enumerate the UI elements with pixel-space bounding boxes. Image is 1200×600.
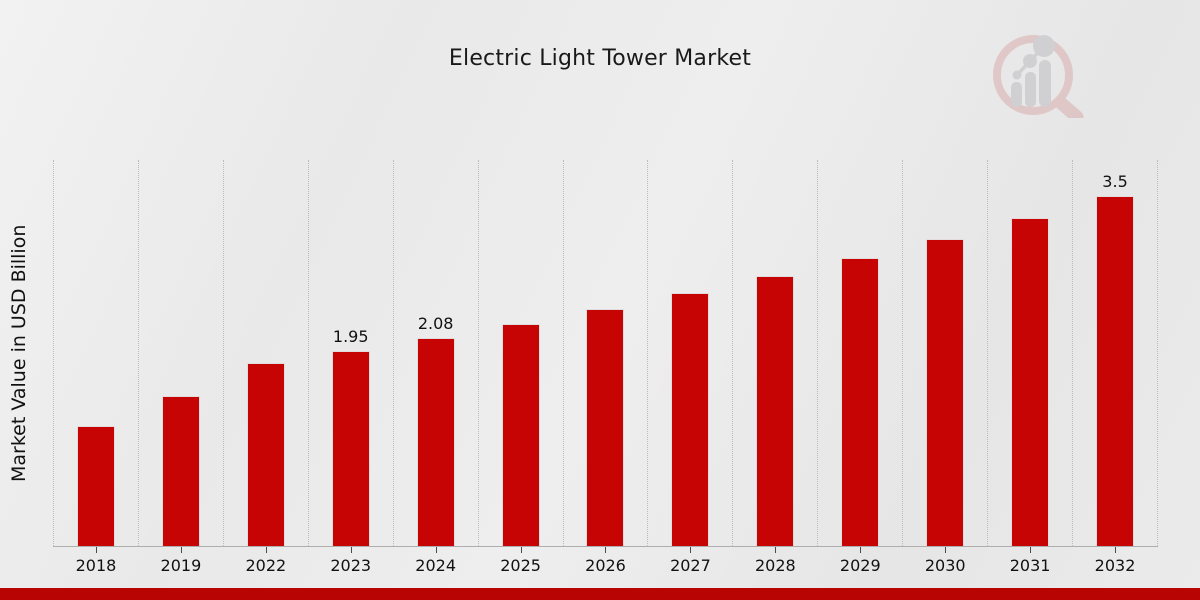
- bar: [501, 324, 540, 546]
- bar-column: 1.95 2023: [307, 160, 393, 575]
- bar-value-label: 1.95: [332, 327, 369, 346]
- bar: [416, 338, 455, 546]
- x-axis-tick-label: 2026: [585, 556, 626, 575]
- bar-column: 2025: [477, 160, 563, 575]
- magnifier-ring-icon: [993, 35, 1073, 115]
- bar-value-label: 2.08: [417, 314, 454, 333]
- bar: [671, 293, 710, 546]
- bottom-accent-bar: [0, 588, 1200, 600]
- x-axis-tick: [180, 547, 182, 553]
- bar-column: 2019: [137, 160, 223, 575]
- x-axis-tick: [520, 547, 522, 553]
- x-axis-tick-label: 2031: [1009, 556, 1051, 575]
- plot-area: 2018 2019 2022 1.95 2023 2.08 2024 2025 …: [53, 160, 1158, 575]
- bar: [926, 239, 965, 546]
- bar: [161, 396, 200, 546]
- logo-dot-small-icon: [1012, 70, 1022, 80]
- logo-bar-tall-icon: [1039, 60, 1051, 107]
- bar-column: 2031: [987, 160, 1072, 575]
- x-axis-tick: [1030, 547, 1032, 553]
- bar-column: 2.08 2024: [392, 160, 478, 575]
- x-axis-tick: [945, 547, 947, 553]
- bar-column: 2022: [222, 160, 308, 575]
- x-axis-tick-label: 2025: [500, 556, 541, 575]
- x-axis-tick: [605, 547, 607, 553]
- y-axis-label: Market Value in USD Billion: [8, 224, 30, 482]
- x-axis-tick: [775, 547, 777, 553]
- x-axis-tick: [690, 547, 692, 553]
- x-axis-tick-label: 2023: [330, 556, 372, 575]
- bar: [756, 276, 795, 546]
- bar: [841, 258, 880, 546]
- x-axis-tick-label: 2030: [924, 556, 966, 575]
- logo-bar-short-icon: [1011, 82, 1022, 107]
- bar: [1011, 218, 1050, 546]
- x-axis-tick-label: 2028: [754, 556, 796, 575]
- x-axis-tick-label: 2024: [415, 556, 457, 575]
- bar-column: 2026: [562, 160, 648, 575]
- x-axis-tick-label: 2022: [245, 556, 287, 575]
- bar: [1096, 196, 1135, 546]
- x-axis-tick: [265, 547, 267, 553]
- magnifier-handle-icon: [1054, 96, 1084, 118]
- bar: [246, 363, 285, 546]
- x-axis-tick: [1115, 547, 1117, 553]
- x-axis-tick: [435, 547, 437, 553]
- bar-column: 3.5 2032: [1072, 160, 1158, 575]
- logo-dot-large-icon: [1033, 35, 1055, 57]
- x-axis-tick-label: 2032: [1094, 556, 1136, 575]
- bar-column: 2018: [53, 160, 138, 575]
- x-axis-tick-label: 2029: [839, 556, 881, 575]
- x-axis-tick: [95, 547, 97, 553]
- bar: [331, 351, 370, 546]
- logo-dot-medium-icon: [1023, 54, 1037, 68]
- x-axis-tick-label: 2027: [670, 556, 711, 575]
- market-research-future-watermark-logo: [993, 35, 1084, 118]
- bar-column: 2030: [902, 160, 987, 575]
- x-axis-tick: [860, 547, 862, 553]
- x-axis-tick-label: 2019: [160, 556, 202, 575]
- bar-column: 2028: [732, 160, 817, 575]
- bar-column: 2029: [817, 160, 902, 575]
- x-axis-line: [53, 546, 1158, 547]
- bar: [586, 309, 625, 546]
- x-axis-tick-label: 2018: [75, 556, 117, 575]
- chart-title: Electric Light Tower Market: [448, 46, 752, 71]
- x-axis-tick: [350, 547, 352, 553]
- bar-value-label: 3.5: [1102, 172, 1128, 191]
- bar: [76, 426, 115, 546]
- bar-column: 2027: [647, 160, 732, 575]
- logo-bar-medium-icon: [1025, 72, 1036, 107]
